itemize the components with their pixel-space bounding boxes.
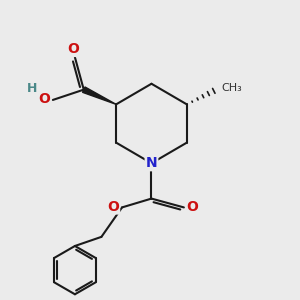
Text: O: O: [39, 92, 50, 106]
Text: CH₃: CH₃: [221, 82, 242, 93]
Text: H: H: [26, 82, 37, 95]
Text: O: O: [68, 42, 80, 56]
Text: N: N: [146, 156, 157, 170]
Text: O: O: [186, 200, 198, 214]
Polygon shape: [82, 87, 116, 104]
Text: O: O: [107, 200, 119, 214]
